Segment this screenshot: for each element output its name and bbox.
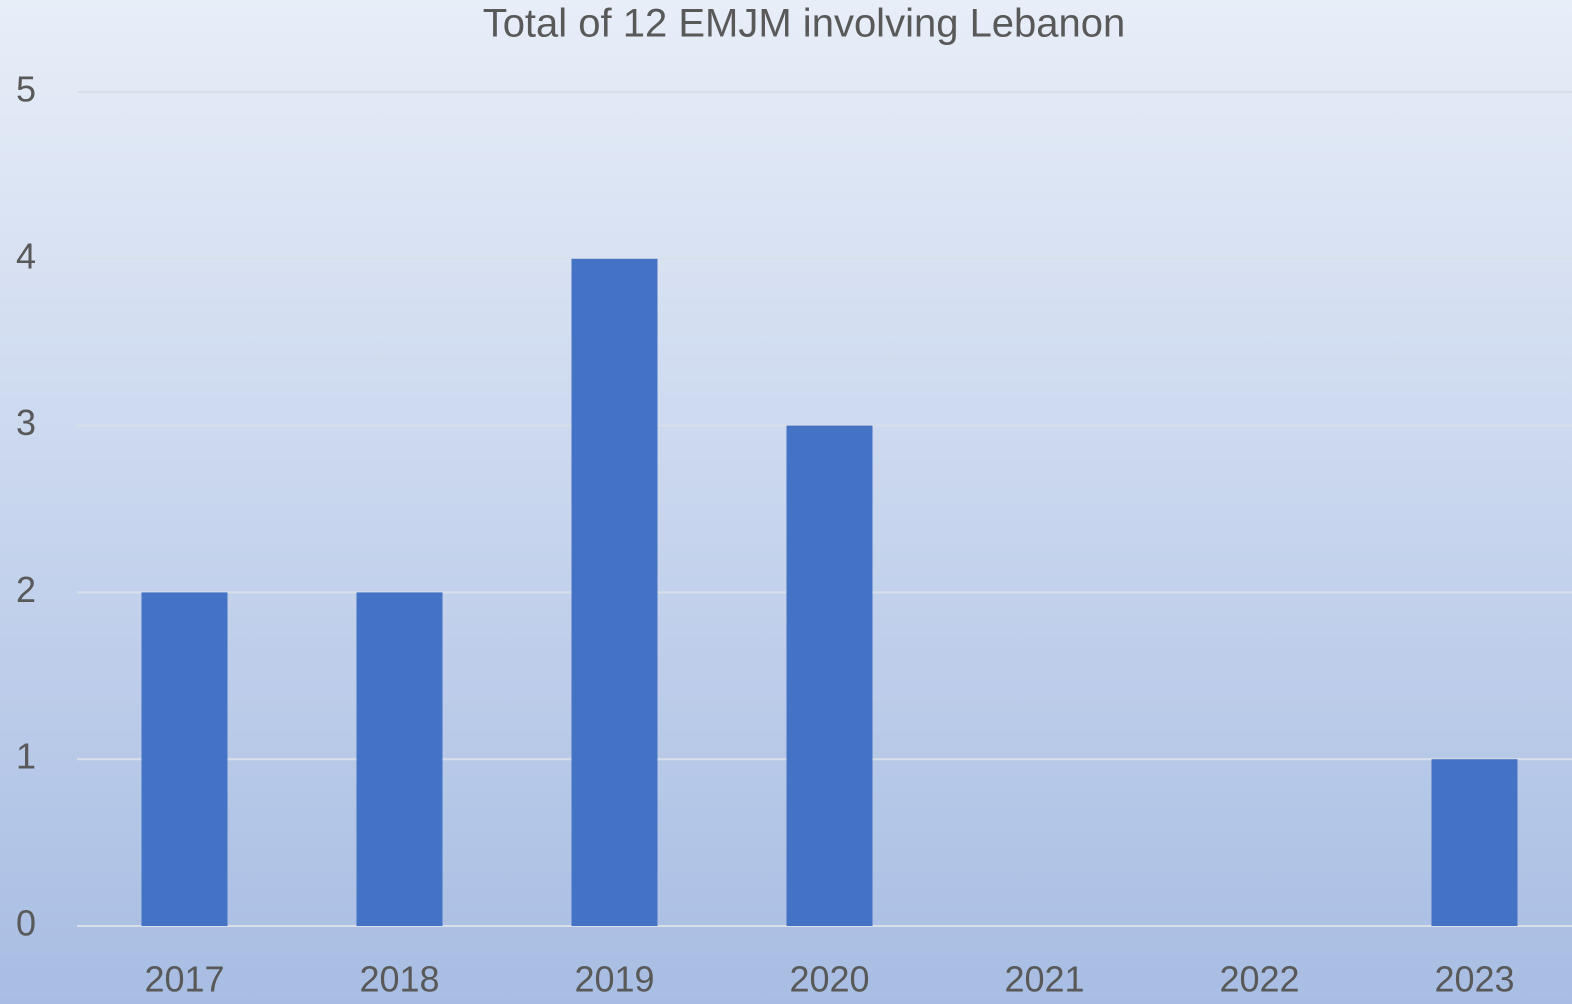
chart-title: Total of 12 EMJM involving Lebanon (483, 2, 1126, 46)
y-tick-label: 5 (16, 69, 36, 110)
y-tick-label: 1 (16, 736, 36, 777)
y-tick-label: 2 (16, 569, 36, 610)
y-tick-label: 0 (16, 903, 36, 944)
x-tick-label: 2021 (1004, 959, 1084, 1000)
bar (571, 258, 658, 926)
x-tick-label: 2019 (574, 959, 654, 1000)
x-tick-label: 2018 (359, 959, 439, 1000)
bar (141, 592, 228, 926)
bar (1431, 759, 1518, 926)
y-tick-label: 4 (16, 235, 36, 276)
x-tick-label: 2017 (144, 959, 224, 1000)
y-tick-label: 3 (16, 402, 36, 443)
bar (356, 592, 443, 926)
x-tick-label: 2022 (1219, 959, 1299, 1000)
x-tick-label: 2020 (789, 959, 869, 1000)
x-tick-label: 2023 (1434, 959, 1514, 1000)
bar (786, 425, 873, 926)
